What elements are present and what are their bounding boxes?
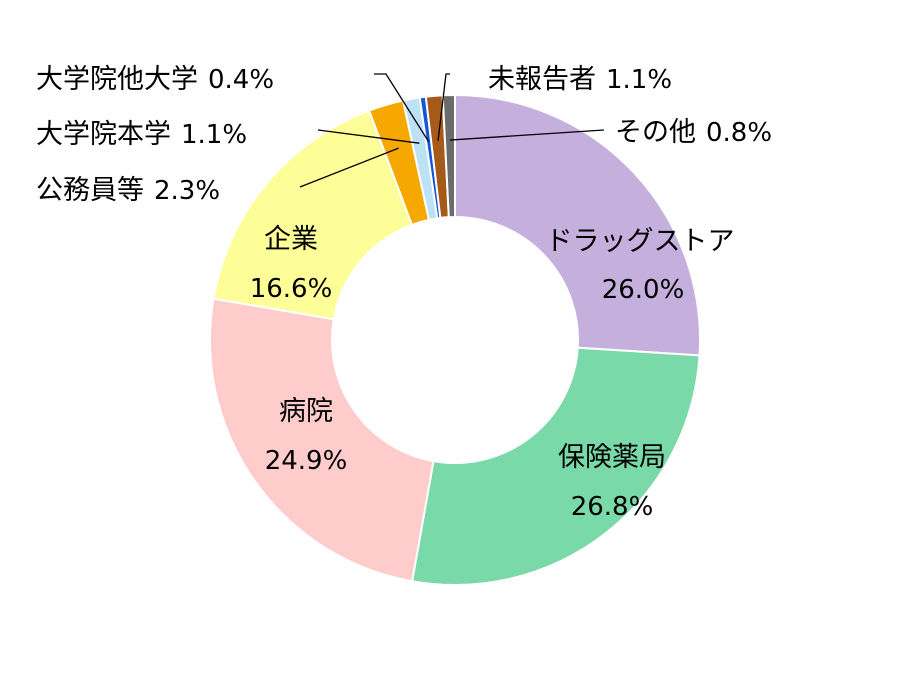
- value-drugstore: 26.0%: [602, 275, 685, 305]
- slice-byoin: [209, 297, 435, 583]
- value-byoin: 24.9%: [265, 446, 348, 476]
- label-daigakuin-hongaku-value: 1.1%: [181, 120, 247, 150]
- label-mihokokusha: 未報告者 1.1%: [488, 64, 672, 95]
- label-daigakuin-tadaigaku: 大学院他大学 0.4%: [36, 64, 274, 95]
- slice-labels: ドラッグストア 26.0% 保険薬局 26.8% 病院 24.9% 企業 16.…: [36, 64, 772, 522]
- leader-daigakuin-tadaigaku: [374, 73, 430, 143]
- label-komuin-value: 2.3%: [154, 176, 220, 206]
- label-komuin-name: 公務員等: [36, 175, 144, 206]
- label-daigakuin-tadaigaku-value: 0.4%: [208, 65, 274, 95]
- slice-hoken-yakkyoku: [410, 346, 701, 586]
- value-kigyo: 16.6%: [250, 274, 333, 304]
- label-komuin: 公務員等 2.3%: [36, 175, 220, 206]
- label-hoken-yakkyoku: 保険薬局: [558, 442, 666, 473]
- label-drugstore: ドラッグストア: [546, 226, 735, 257]
- label-kigyo: 企業: [264, 224, 318, 255]
- label-daigakuin-hongaku-name: 大学院本学: [36, 119, 171, 150]
- label-byoin: 病院: [279, 396, 333, 427]
- label-daigakuin-hongaku: 大学院本学 1.1%: [36, 119, 247, 150]
- leader-komuin: [299, 147, 399, 188]
- label-daigakuin-tadaigaku-name: 大学院他大学: [36, 64, 198, 95]
- slice-drugstore: [454, 93, 701, 357]
- leader-mihokokusha: [437, 73, 450, 141]
- leader-sonota: [449, 129, 605, 141]
- label-sonota-name: その他: [615, 117, 696, 148]
- slice-sonota: [441, 93, 456, 219]
- label-mihokokusha-name: 未報告者: [488, 64, 596, 95]
- label-mihokokusha-value: 1.1%: [606, 65, 672, 95]
- label-sonota-value: 0.8%: [706, 118, 772, 148]
- leader-daigakuin-hongaku: [317, 129, 420, 144]
- value-hoken-yakkyoku: 26.8%: [571, 492, 654, 522]
- label-sonota: その他 0.8%: [615, 117, 772, 148]
- leader-lines: [299, 73, 605, 188]
